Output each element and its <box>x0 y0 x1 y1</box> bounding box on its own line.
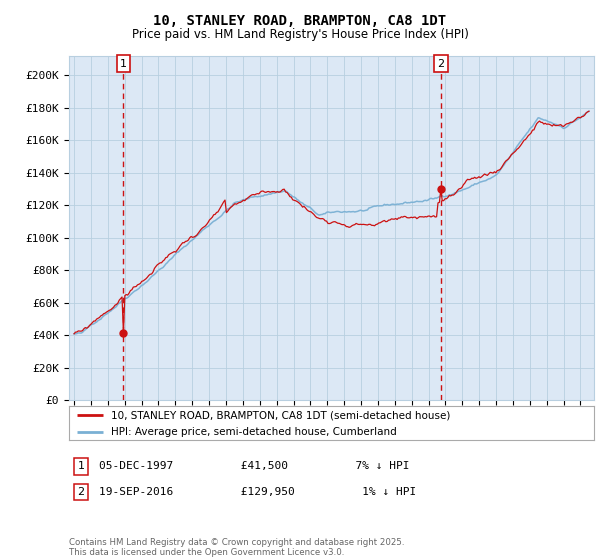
Text: 05-DEC-1997          £41,500          7% ↓ HPI: 05-DEC-1997 £41,500 7% ↓ HPI <box>99 461 409 472</box>
Text: Contains HM Land Registry data © Crown copyright and database right 2025.
This d: Contains HM Land Registry data © Crown c… <box>69 538 404 557</box>
Text: HPI: Average price, semi-detached house, Cumberland: HPI: Average price, semi-detached house,… <box>111 427 397 437</box>
Text: 10, STANLEY ROAD, BRAMPTON, CA8 1DT: 10, STANLEY ROAD, BRAMPTON, CA8 1DT <box>154 14 446 28</box>
Text: 1: 1 <box>120 59 127 69</box>
Text: 2: 2 <box>437 59 444 69</box>
Text: Price paid vs. HM Land Registry's House Price Index (HPI): Price paid vs. HM Land Registry's House … <box>131 28 469 41</box>
Text: 19-SEP-2016          £129,950          1% ↓ HPI: 19-SEP-2016 £129,950 1% ↓ HPI <box>99 487 416 497</box>
Text: 2: 2 <box>77 487 85 497</box>
Text: 10, STANLEY ROAD, BRAMPTON, CA8 1DT (semi-detached house): 10, STANLEY ROAD, BRAMPTON, CA8 1DT (sem… <box>111 410 451 420</box>
Text: 1: 1 <box>77 461 85 472</box>
